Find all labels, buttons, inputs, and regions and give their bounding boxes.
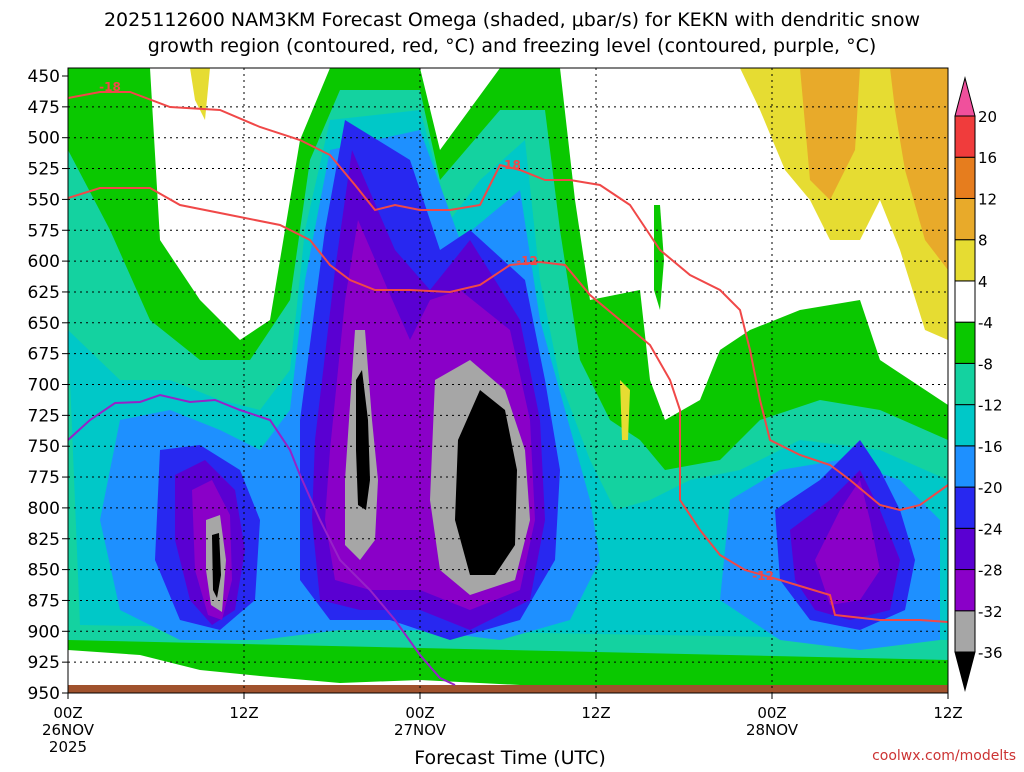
colorbar-bin	[954, 651, 976, 692]
colorbar-tick-label: 12	[978, 190, 997, 208]
isotherm-minus18	[68, 91, 948, 512]
colorbar-bin	[954, 321, 976, 364]
omega-band-orange	[800, 68, 948, 270]
chart-title-line2: growth region (contoured, red, °C) and f…	[148, 35, 877, 57]
y-tick-label: 575	[28, 221, 60, 241]
isotherm-label-minus12-b: -12	[752, 569, 774, 583]
colorbar-bin	[954, 76, 976, 117]
y-tick-label: 850	[28, 561, 60, 581]
isotherm-labels: -18 -18 -12 -12	[99, 80, 774, 583]
colorbar-tick-label: -16	[978, 438, 1003, 456]
isotherm-freezing	[68, 393, 456, 686]
x-tick-label: 00Z	[53, 704, 82, 722]
y-tick-label: 650	[28, 314, 60, 334]
colorbar-bin	[954, 156, 976, 199]
omega-band-yellow	[190, 68, 948, 440]
y-tick-label: 700	[28, 376, 60, 396]
x-tick-label: 12Z	[229, 704, 258, 722]
colorbar-bin	[954, 197, 976, 241]
x-tick-date: 27NOV	[394, 721, 447, 739]
credit-text: coolwx.com/modelts	[872, 748, 1016, 764]
omega-surface-white	[68, 650, 948, 693]
colorbar-tick-label: -32	[978, 603, 1003, 621]
y-tick-label: 925	[28, 653, 60, 673]
colorbar-tick-label: -8	[978, 355, 993, 373]
colorbar: -36 -32 -28 -24 -20 -16 -12 -8 -4 4 8 12 16 20	[954, 76, 1003, 692]
omega-band-green-sliver	[654, 205, 664, 310]
x-tick-date: 28NOV	[746, 721, 799, 739]
y-tick-label: 725	[28, 406, 60, 426]
colorbar-bin	[954, 486, 976, 529]
colorbar-tick-label: -12	[978, 397, 1003, 415]
chart-title-line1: 2025112600 NAM3KM Forecast Omega (shaded…	[104, 9, 920, 31]
x-tick-label: 12Z	[581, 704, 610, 722]
grid-lines	[68, 68, 948, 693]
y-tick-label: 875	[28, 591, 60, 611]
colorbar-bin	[954, 445, 976, 488]
y-tick-label: 675	[28, 345, 60, 365]
colorbar-bin	[954, 404, 976, 447]
x-tick-label: 00Z	[757, 704, 786, 722]
isotherms	[68, 91, 948, 686]
omega-band-black	[212, 370, 517, 598]
plot-frame	[67, 67, 949, 694]
y-tick-label: 525	[28, 160, 60, 180]
y-axis: 450 475 500 525 550 575 600 625 650 675 700 725 750 7…	[28, 67, 68, 704]
colorbar-bin	[954, 362, 976, 406]
ground-strip	[68, 685, 948, 693]
colorbar-bin	[954, 280, 976, 323]
y-tick-label: 475	[28, 98, 60, 118]
colorbar-bin	[954, 569, 976, 612]
isotherm-minus12	[68, 187, 948, 623]
isotherm-label-minus18-b: -18	[499, 158, 521, 172]
y-tick-label: 500	[28, 129, 60, 149]
y-tick-label: 900	[28, 622, 60, 642]
y-tick-label: 750	[28, 437, 60, 457]
colorbar-tick-label: 8	[978, 232, 988, 250]
x-axis-label: Forecast Time (UTC)	[414, 747, 605, 768]
colorbar-bin	[954, 527, 976, 571]
colorbar-tick-label: -28	[978, 562, 1003, 580]
y-tick-label: 625	[28, 283, 60, 303]
colorbar-tick-label: -24	[978, 520, 1003, 538]
colorbar-bin	[954, 115, 976, 158]
x-tick-date: 26NOV	[42, 721, 95, 739]
isotherm-label-minus18-a: -18	[99, 80, 121, 94]
x-tick-year: 2025	[49, 738, 87, 756]
colorbar-tick-label: -36	[978, 644, 1003, 662]
isotherm-label-minus12-a: -12	[516, 254, 538, 268]
colorbar-tick-label: 4	[978, 273, 988, 291]
y-tick-label: 550	[28, 190, 60, 210]
x-tick-label: 12Z	[933, 704, 962, 722]
colorbar-tick-label: -4	[978, 314, 993, 332]
y-tick-label: 825	[28, 530, 60, 550]
y-tick-label: 800	[28, 499, 60, 519]
colorbar-tick-label: 20	[978, 108, 997, 126]
y-tick-label: 775	[28, 468, 60, 488]
y-tick-label: 600	[28, 252, 60, 272]
colorbar-bin	[954, 239, 976, 282]
y-tick-label: 450	[28, 67, 60, 87]
y-tick-label: 950	[28, 684, 60, 704]
x-tick-label: 00Z	[405, 704, 434, 722]
colorbar-bin	[954, 610, 976, 653]
colorbar-tick-label: 16	[978, 149, 997, 167]
colorbar-tick-label: -20	[978, 479, 1003, 497]
